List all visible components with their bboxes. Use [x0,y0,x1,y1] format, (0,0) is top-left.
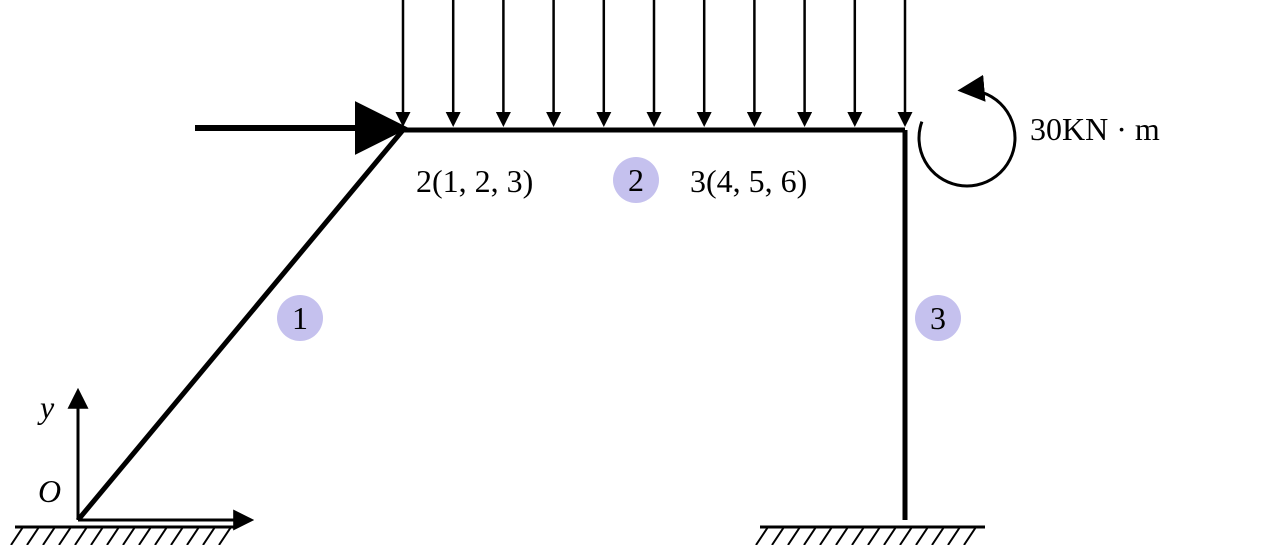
member-bubbles: 1 2 3 [277,157,961,341]
coord-axes [78,392,250,520]
origin-label: O [38,473,61,509]
node-3-dof-label: 3(4, 5, 6) [690,163,807,199]
moment-value-label: 30KN · m [1030,111,1160,147]
moment-load [919,90,1015,186]
structural-diagram: 1 2 3 2(1, 2, 3) 3(4, 5, 6) 30KN · m Oy [0,0,1280,545]
node-2-dof-label: 2(1, 2, 3) [416,163,533,199]
member-1 [78,130,403,520]
member-bubble-label-1: 1 [292,300,308,336]
y-axis-label: y [37,389,55,425]
moment-arc [919,90,1015,186]
member-bubble-label-3: 3 [930,300,946,336]
member-bubble-label-2: 2 [628,162,644,198]
text-labels: 2(1, 2, 3) 3(4, 5, 6) 30KN · m Oy [37,111,1160,509]
distributed-load [403,0,905,124]
supports [11,527,985,545]
